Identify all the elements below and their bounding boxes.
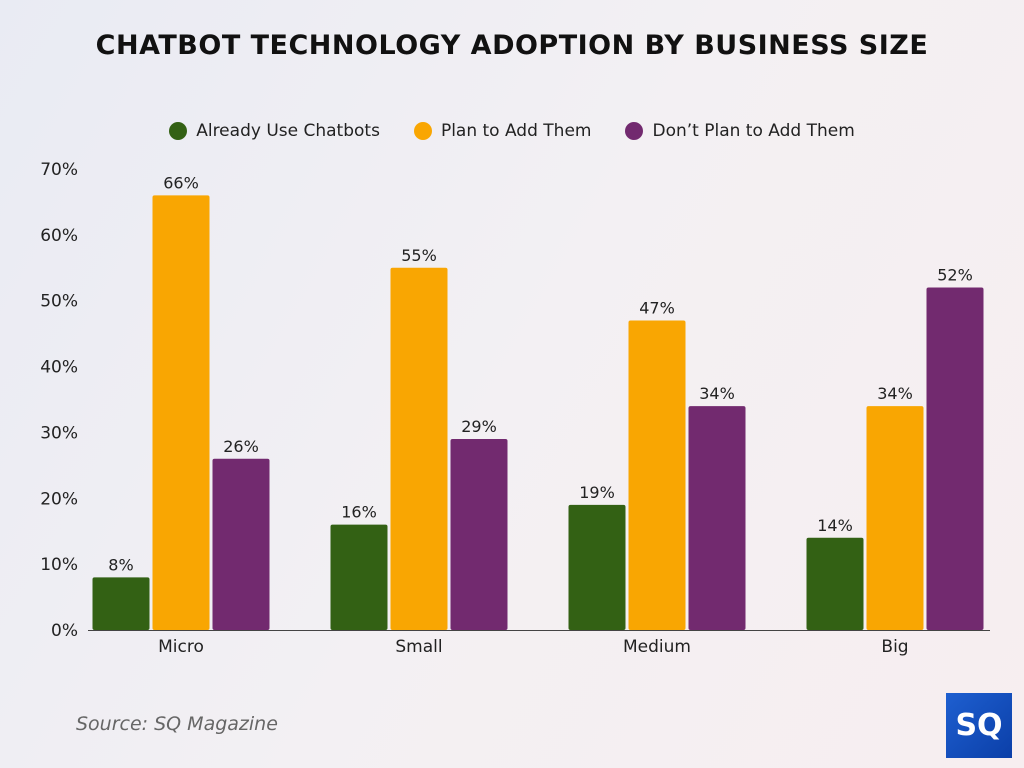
x-tick-label: Big (881, 637, 908, 657)
bar (926, 287, 984, 630)
bar (212, 458, 270, 630)
bar (92, 577, 150, 630)
y-tick-label: 0% (51, 621, 78, 641)
data-label: 47% (639, 298, 675, 317)
y-tick-label: 20% (40, 489, 78, 509)
bar (688, 406, 746, 630)
legend-swatch (625, 122, 644, 140)
bar (866, 406, 924, 630)
data-label: 66% (163, 173, 199, 192)
data-label: 55% (401, 246, 437, 265)
data-label: 26% (223, 437, 259, 456)
bar (390, 267, 448, 630)
bar (450, 439, 508, 630)
legend-swatch (169, 122, 188, 140)
legend-item: Don’t Plan to Add Them (625, 121, 855, 141)
bar (806, 537, 864, 630)
y-tick-label: 30% (40, 423, 78, 443)
legend: Already Use Chatbots Plan to Add Them Don’… (0, 121, 1024, 141)
y-tick-label: 60% (40, 226, 78, 246)
data-label: 34% (699, 384, 735, 403)
bar (330, 524, 388, 630)
legend-swatch (413, 122, 432, 140)
x-tick-label: Medium (623, 637, 691, 657)
y-tick-label: 40% (40, 358, 78, 378)
source-note: Source: SQ Magazine (76, 713, 278, 735)
bar (152, 195, 210, 631)
chart-title: CHATBOT TECHNOLOGY ADOPTION BY BUSINESS … (95, 30, 929, 61)
legend-label: Already Use Chatbots (196, 121, 380, 141)
sq-logo: SQ (946, 693, 1012, 758)
legend-item: Plan to Add Them (413, 121, 592, 141)
legend-label: Don’t Plan to Add Them (652, 121, 855, 141)
data-label: 34% (877, 384, 913, 403)
y-tick-label: 10% (40, 555, 78, 575)
x-tick-label: Micro (158, 637, 204, 657)
data-label: 29% (461, 417, 497, 436)
bar (568, 504, 626, 630)
y-tick-label: 70% (40, 160, 78, 180)
data-label: 16% (341, 503, 377, 522)
x-tick-label: Small (395, 637, 442, 657)
data-label: 8% (108, 555, 133, 574)
data-label: 14% (817, 516, 853, 535)
bar (628, 320, 686, 630)
data-label: 52% (937, 266, 973, 285)
legend-label: Plan to Add Them (440, 121, 592, 141)
legend-item: Already Use Chatbots (169, 121, 380, 141)
data-label: 19% (579, 483, 615, 502)
y-tick-label: 50% (40, 292, 78, 312)
